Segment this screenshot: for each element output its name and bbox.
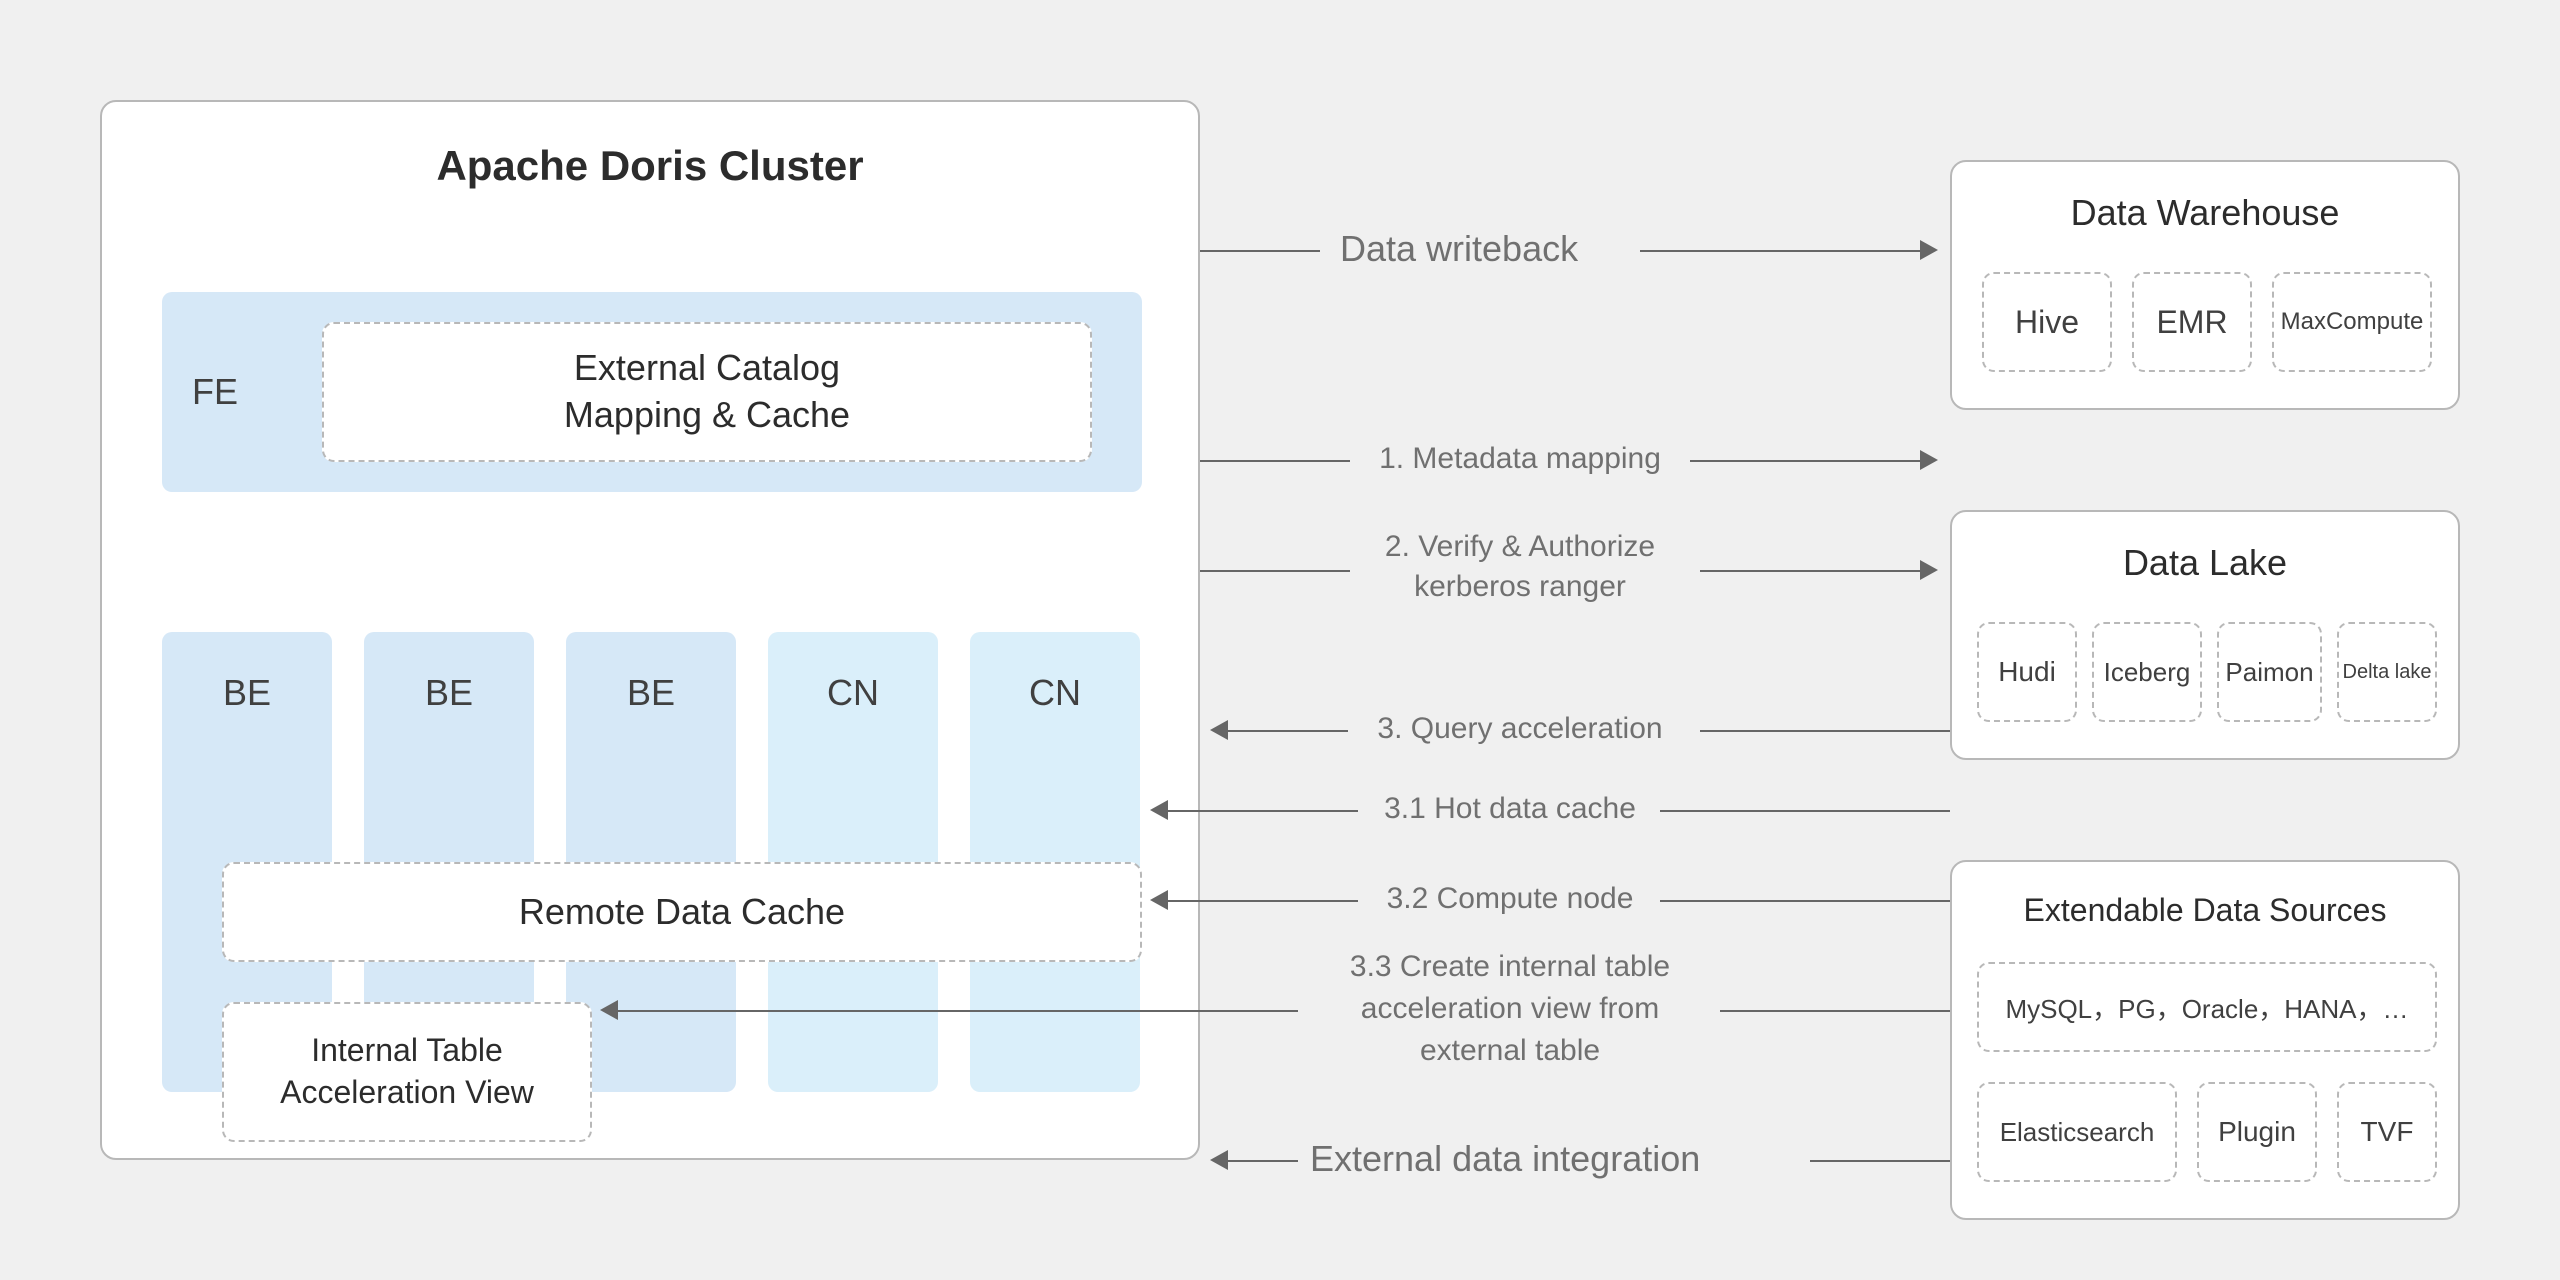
accel-view-box: Internal Table Acceleration View [222,1002,592,1142]
conn-1-line-r [1690,460,1920,462]
warehouse-box: Data Warehouse Hive EMR MaxCompute [1950,160,2460,410]
conn-2-line-r [1700,570,1920,572]
conn-1-line-l [1200,460,1350,462]
conn-ext-line-l [1228,1160,1298,1162]
conn-writeback-arrow [1920,240,1938,260]
conn-32-line-l [1168,900,1358,902]
cluster-box: Apache Doris Cluster FE External Catalog… [100,100,1200,1160]
cluster-title: Apache Doris Cluster [102,142,1198,190]
fe-label: FE [192,371,238,413]
conn-31-line-r [1660,810,1950,812]
ext-sources-box: Extendable Data Sources MySQL，PG，Oracle，… [1950,860,2460,1220]
conn-writeback-line-l [1200,250,1320,252]
warehouse-title: Data Warehouse [1952,192,2458,234]
lake-box: Data Lake Hudi Iceberg Paimon Delta lake [1950,510,2460,760]
ext-title: Extendable Data Sources [1952,892,2458,929]
conn-ext-arrow [1210,1150,1228,1170]
be-label-1: BE [223,672,271,713]
conn-2-label-b: kerberos ranger [1360,570,1680,604]
lake-item-iceberg: Iceberg [2092,622,2202,722]
conn-3-arrow [1210,720,1228,740]
conn-33-line-l [618,1010,1298,1012]
ext-plugin: Plugin [2197,1082,2317,1182]
architecture-diagram: Apache Doris Cluster FE External Catalog… [0,0,2560,1280]
ext-row1: MySQL，PG，Oracle，HANA，… [1977,962,2437,1052]
warehouse-item-hive: Hive [1982,272,2112,372]
warehouse-item-emr: EMR [2132,272,2252,372]
conn-3-line-l [1228,730,1348,732]
conn-2-label-a: 2. Verify & Authorize [1360,530,1680,564]
conn-33-label-b: acceleration view from [1310,992,1710,1026]
conn-2-arrow [1920,560,1938,580]
conn-33-line-r [1720,1010,1950,1012]
conn-1-label: 1. Metadata mapping [1370,442,1670,476]
conn-31-label: 3.1 Hot data cache [1370,792,1650,826]
catalog-line1: External Catalog [574,345,840,392]
lake-item-delta: Delta lake [2337,622,2437,722]
conn-32-label: 3.2 Compute node [1370,882,1650,916]
conn-33-arrow [600,1000,618,1020]
conn-31-arrow [1150,800,1168,820]
be-label-3: BE [627,672,675,713]
conn-31-line-l [1168,810,1358,812]
be-label-2: BE [425,672,473,713]
ext-tvf: TVF [2337,1082,2437,1182]
lake-title: Data Lake [1952,542,2458,584]
warehouse-item-maxcompute: MaxCompute [2272,272,2432,372]
cn-label-2: CN [1029,672,1081,713]
ext-es: Elasticsearch [1977,1082,2177,1182]
lake-item-paimon: Paimon [2217,622,2322,722]
conn-writeback-label: Data writeback [1340,228,1740,270]
accel-line1: Internal Table [311,1030,503,1072]
conn-writeback-line-r [1640,250,1920,252]
accel-line2: Acceleration View [280,1072,534,1114]
conn-33-label-c: external table [1310,1034,1710,1068]
conn-33-label-a: 3.3 Create internal table [1310,950,1710,984]
conn-3-label: 3. Query acceleration [1360,712,1680,746]
conn-ext-line-r [1810,1160,1950,1162]
conn-1-arrow [1920,450,1938,470]
conn-3-line-r [1700,730,1950,732]
conn-32-line-r [1660,900,1950,902]
remote-cache-label: Remote Data Cache [519,891,845,933]
conn-32-arrow [1150,890,1168,910]
conn-2-line-l [1200,570,1350,572]
catalog-line2: Mapping & Cache [564,392,850,439]
remote-cache-box: Remote Data Cache [222,862,1142,962]
external-catalog-box: External Catalog Mapping & Cache [322,322,1092,462]
lake-item-hudi: Hudi [1977,622,2077,722]
conn-ext-label: External data integration [1310,1138,1810,1180]
cn-label-1: CN [827,672,879,713]
